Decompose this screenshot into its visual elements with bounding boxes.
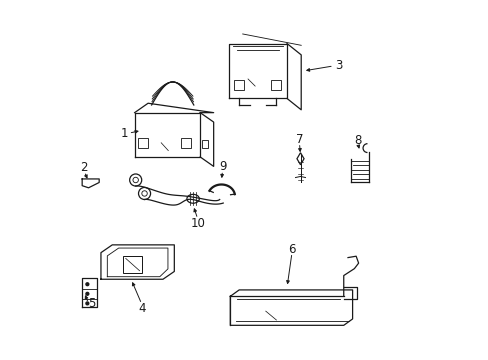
Bar: [122, 256, 142, 273]
Text: 6: 6: [287, 243, 295, 256]
Text: 5: 5: [87, 297, 95, 310]
Text: 3: 3: [334, 59, 342, 72]
Text: 4: 4: [138, 302, 145, 315]
Bar: [233, 80, 244, 90]
Circle shape: [86, 302, 89, 305]
Bar: [181, 138, 190, 148]
Circle shape: [86, 283, 89, 285]
Circle shape: [129, 174, 142, 186]
Circle shape: [133, 177, 138, 183]
Circle shape: [138, 188, 150, 199]
Text: 10: 10: [190, 217, 205, 230]
Bar: [138, 138, 148, 148]
Circle shape: [142, 191, 147, 196]
Circle shape: [86, 292, 89, 295]
Text: 9: 9: [218, 161, 226, 174]
Bar: [270, 80, 281, 90]
Text: 8: 8: [353, 134, 361, 147]
Text: 7: 7: [295, 133, 303, 146]
Polygon shape: [296, 153, 304, 165]
Ellipse shape: [186, 194, 199, 203]
Text: 2: 2: [81, 161, 88, 174]
Bar: [202, 140, 208, 148]
Text: 1: 1: [121, 127, 128, 140]
